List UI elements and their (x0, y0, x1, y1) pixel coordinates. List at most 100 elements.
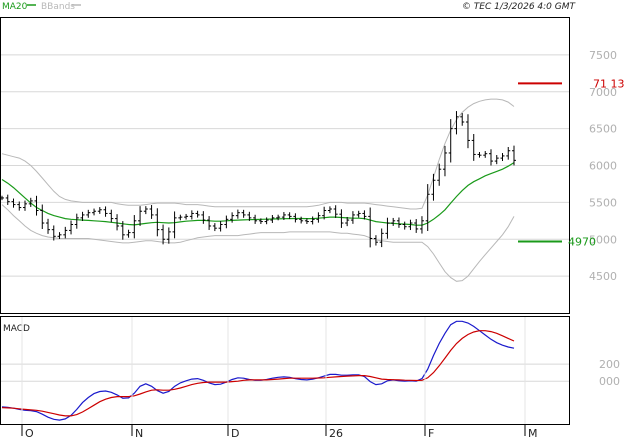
ohlc-bar (391, 217, 396, 226)
ohlc-bar (304, 218, 309, 224)
ohlc-bar (0, 195, 4, 201)
ohlc-bar (103, 206, 108, 217)
time-tick-label: M (528, 427, 538, 440)
ohlc-bar (51, 225, 56, 241)
ohlc-bar (396, 217, 401, 228)
ohlc-bar (442, 145, 447, 177)
time-tick-label: O (25, 427, 34, 440)
copyright-notice: © TEC 1/3/2026 4:0 GMT (462, 2, 577, 12)
ohlc-bar (92, 208, 97, 216)
ohlc-bar (419, 216, 424, 234)
ma20-line (1, 162, 515, 226)
price-tick-label: 7500 (589, 49, 617, 62)
ohlc-bar (437, 163, 442, 186)
ohlc-bar (230, 212, 235, 223)
ohlc-bar (138, 206, 143, 226)
ohlc-bar (350, 211, 355, 224)
ohlc-bars (0, 111, 516, 248)
ohlc-bar (322, 206, 327, 220)
ohlc-bar (109, 209, 114, 223)
ohlc-bar (189, 210, 194, 220)
ohlc-bar (512, 145, 516, 166)
legend-ma20-label: MA20 (2, 2, 28, 12)
ohlc-bar (373, 235, 378, 246)
ohlc-bar (224, 215, 229, 229)
ohlc-bar (299, 216, 304, 224)
ohlc-bar (471, 134, 476, 161)
price-tick-label: 5000 (589, 233, 617, 246)
ohlc-bar (63, 226, 68, 239)
ohlc-bar (201, 211, 206, 224)
macd-lines (1, 320, 515, 421)
macd-grid (1, 363, 569, 382)
ohlc-bar (166, 227, 171, 244)
ohlc-bar (195, 210, 200, 218)
time-tick-label: N (135, 427, 143, 440)
ohlc-bar (414, 219, 419, 233)
ohlc-bar (345, 216, 350, 227)
chart-header: MA20 BBands © TEC 1/3/2026 4:0 GMT (2, 2, 576, 12)
ohlc-bar (23, 200, 28, 211)
price-tick-label: 7000 (589, 86, 617, 99)
price-tick-label: 4500 (589, 270, 617, 283)
signal-line (1, 330, 515, 417)
ohlc-bar (494, 155, 499, 165)
ohlc-bar (488, 149, 493, 166)
ohlc-bar (28, 197, 33, 207)
ohlc-bar (178, 214, 183, 221)
ohlc-bar (327, 206, 332, 214)
ohlc-bar (40, 204, 45, 229)
ohlc-bar (207, 216, 212, 230)
ohlc-bar (235, 209, 240, 219)
ohlc-bar (184, 213, 189, 220)
ohlc-bar (408, 219, 413, 231)
ohlc-bar (212, 223, 217, 232)
ohlc-bar (34, 195, 39, 216)
ohlc-bar (293, 213, 298, 223)
price-tick-label: 6000 (589, 160, 617, 173)
ohlc-bar (333, 205, 338, 218)
ohlc-bar (316, 212, 321, 223)
ohlc-bar (483, 151, 488, 158)
bbands-lower-line (1, 204, 515, 282)
ohlc-bar (74, 213, 79, 229)
ohlc-bar (161, 224, 166, 245)
ohlc-bar (218, 221, 223, 232)
level-label: 71 13 (593, 77, 625, 90)
price-y-axis: 7500 7000 6500 6000 5500 5000 4500 (589, 49, 617, 283)
ohlc-bar (281, 212, 286, 221)
ohlc-bar (247, 211, 252, 221)
ohlc-bar (155, 208, 160, 237)
ohlc-bar (276, 214, 281, 221)
ohlc-bar (17, 201, 22, 211)
ohlc-bar (270, 214, 275, 223)
ohlc-bar (431, 173, 436, 201)
ohlc-bar (402, 221, 407, 230)
ohlc-bar (120, 221, 125, 240)
ohlc-bar (460, 113, 465, 126)
ohlc-bar (368, 207, 373, 248)
ohlc-bar (69, 220, 74, 235)
ohlc-bar (143, 206, 148, 215)
ohlc-bar (264, 217, 269, 225)
ohlc-bar (506, 146, 511, 160)
ohlc-bar (126, 229, 131, 238)
macd-panel-label: MACD (3, 324, 30, 334)
bollinger-bands (1, 98, 515, 282)
ohlc-bar (86, 209, 91, 218)
ohlc-bar (132, 215, 137, 239)
ohlc-bar (172, 211, 177, 239)
ohlc-bar (253, 214, 258, 224)
ohlc-bar (57, 232, 62, 239)
time-tick-label: D (231, 427, 239, 440)
ohlc-bar (477, 152, 482, 158)
macd-tick-label: 200 (599, 358, 620, 371)
ohlc-bar (356, 210, 361, 218)
ohlc-bar (11, 198, 16, 208)
price-tick-label: 5500 (589, 196, 617, 209)
price-grid (1, 54, 569, 277)
price-tick-label: 6500 (589, 123, 617, 136)
macd-tick-label: 000 (599, 375, 620, 388)
